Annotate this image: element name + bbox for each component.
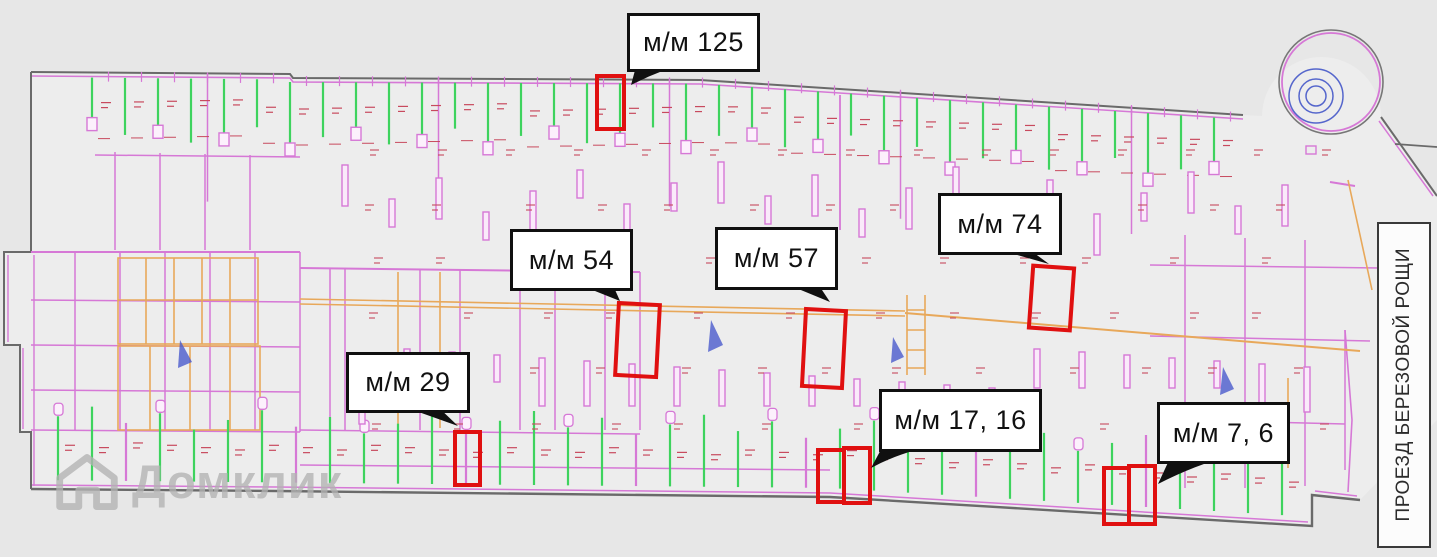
highlight-mm-125 [595,74,626,131]
blue-triangle-markers [178,320,1234,395]
highlight-mm-17-16 [816,446,872,505]
street-sign: ПРОЕЗД БЕРЕЗОВОЙ РОЩИ [1377,222,1431,548]
callout-mm-54: м/м 54 [510,229,633,291]
callout-mm-125: м/м 125 [627,13,760,72]
callout-mm-57: м/м 57 [715,227,838,290]
callout-label: м/м 125 [643,27,744,57]
callout-label: м/м 7, 6 [1172,417,1275,448]
callout-label: м/м 57 [733,243,820,273]
blue-triangle-icon [178,340,192,368]
callout-mm-17-16: м/м 17, 16 [879,389,1042,452]
street-sign-label: ПРОЕЗД БЕРЕЗОВОЙ РОЩИ [1393,248,1414,522]
callout-label: м/м 29 [365,367,451,397]
blue-triangle-icon [1220,367,1234,395]
callout-label: м/м 17, 16 [894,405,1027,435]
callout-mm-74: м/м 74 [938,193,1062,255]
callout-label: м/м 54 [528,244,615,275]
callout-label: м/м 74 [957,208,1043,239]
callout-mm-7-6: м/м 7, 6 [1157,402,1290,464]
highlight-mm-7-6 [1102,464,1157,526]
highlight-mm-57 [799,306,849,391]
highlight-mm-54 [613,300,662,380]
highlight-mm-74 [1026,263,1077,333]
callout-mm-29: м/м 29 [346,352,470,413]
highlight-mm-29 [453,430,482,487]
blue-triangle-icon [708,320,723,352]
spiral-ramp [1278,29,1384,155]
blue-triangle-icon [891,337,904,363]
